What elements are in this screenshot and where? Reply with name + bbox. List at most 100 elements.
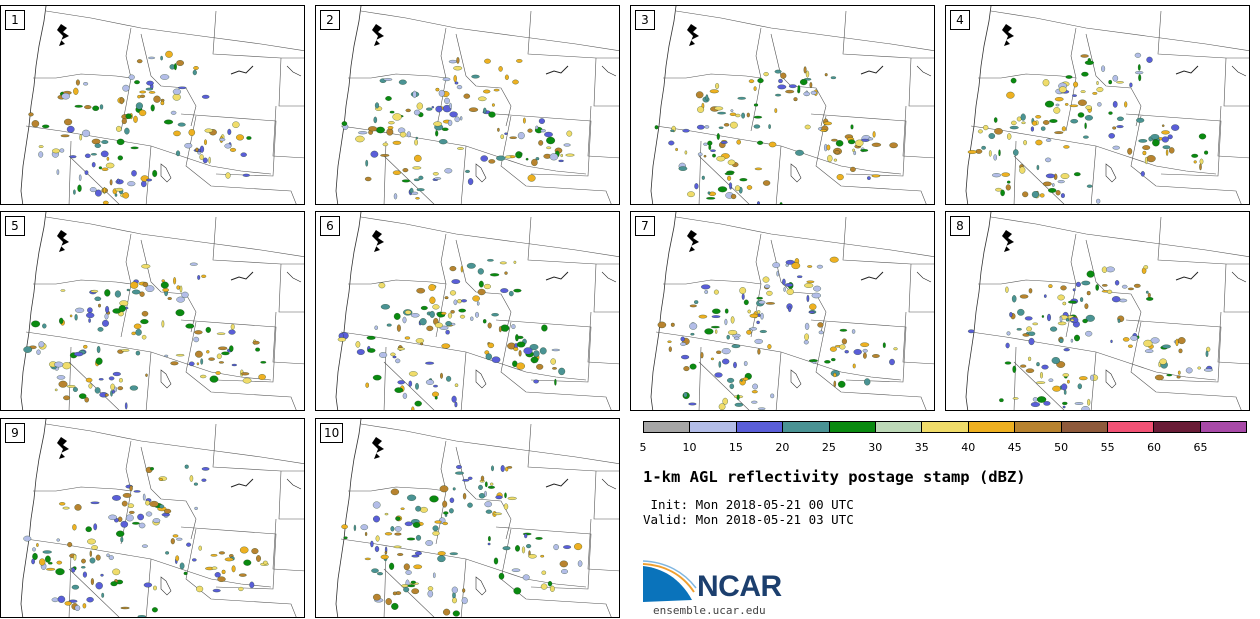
reflectivity-echo — [511, 568, 521, 572]
reflectivity-echo — [1161, 136, 1169, 143]
reflectivity-echo — [760, 312, 764, 320]
reflectivity-echo — [141, 310, 149, 317]
reflectivity-echo — [224, 143, 232, 149]
reflectivity-echo — [121, 118, 127, 125]
panel-number-label: 10 — [320, 423, 344, 443]
reflectivity-echo — [834, 150, 840, 155]
reflectivity-echo — [528, 554, 537, 559]
reflectivity-echo — [717, 186, 728, 193]
map-canvas — [965, 212, 1249, 410]
reflectivity-echo — [1019, 294, 1029, 299]
reflectivity-echo — [72, 524, 77, 531]
reflectivity-echo — [1041, 315, 1045, 318]
reflectivity-echo — [704, 125, 710, 129]
reflectivity-echo — [1058, 86, 1067, 93]
reflectivity-echo — [988, 150, 992, 157]
reflectivity-echo — [515, 545, 520, 552]
reflectivity-echo — [56, 169, 60, 175]
reflectivity-echo — [753, 103, 759, 107]
reflectivity-echo — [739, 178, 748, 182]
reflectivity-echo — [55, 568, 65, 576]
reflectivity-echo — [1049, 119, 1058, 123]
reflectivity-echo — [541, 324, 548, 332]
reflectivity-echo — [201, 478, 207, 482]
reflectivity-echo — [1096, 80, 1099, 86]
reflectivity-echo — [850, 166, 856, 172]
colorbar-segment — [1060, 422, 1107, 432]
reflectivity-echo — [975, 149, 983, 154]
reflectivity-echo — [668, 140, 675, 146]
reflectivity-echo — [1161, 130, 1170, 135]
reflectivity-echo — [1073, 81, 1079, 88]
reflectivity-echo — [999, 398, 1004, 403]
reflectivity-echo — [413, 564, 423, 570]
reflectivity-echo — [425, 540, 434, 546]
reflectivity-echo — [1044, 100, 1055, 108]
reflectivity-echo — [106, 553, 110, 558]
colorbar-tick-label: 10 — [682, 441, 697, 454]
reflectivity-echo — [228, 329, 236, 335]
reflectivity-echo — [477, 268, 484, 275]
reflectivity-echo — [1154, 374, 1164, 381]
reflectivity-echo — [668, 346, 672, 352]
reflectivity-echo — [179, 285, 183, 293]
reflectivity-echo — [1198, 133, 1207, 140]
reflectivity-echo — [759, 330, 767, 333]
reflectivity-echo — [505, 155, 512, 159]
reflectivity-echo — [450, 310, 455, 314]
reflectivity-echo — [129, 385, 139, 391]
reflectivity-echo — [852, 363, 856, 369]
reflectivity-echo — [1101, 65, 1106, 72]
reflectivity-echo — [478, 96, 487, 102]
reflectivity-echo — [1079, 376, 1088, 381]
reflectivity-echo — [805, 70, 810, 78]
reflectivity-echo — [73, 87, 79, 95]
reflectivity-echo — [1087, 398, 1091, 406]
reflectivity-echo — [1161, 344, 1171, 349]
reflectivity-echo — [392, 355, 397, 359]
reflectivity-echo — [184, 464, 189, 469]
reflectivity-echo — [786, 288, 794, 295]
reflectivity-echo — [353, 524, 357, 532]
reflectivity-echo — [527, 174, 536, 182]
reflectivity-echo — [793, 97, 798, 102]
reflectivity-echo — [102, 200, 109, 204]
reflectivity-echo — [811, 292, 821, 299]
reflectivity-echo — [491, 103, 495, 107]
reflectivity-echo — [763, 72, 769, 77]
reflectivity-echo — [164, 508, 172, 514]
reflectivity-echo — [707, 191, 711, 195]
reflectivity-echo — [425, 379, 435, 385]
reflectivity-echo — [201, 467, 210, 471]
reflectivity-echo — [120, 520, 129, 528]
reflectivity-echo — [374, 325, 378, 330]
reflectivity-echo — [1162, 145, 1171, 150]
reflectivity-echo — [175, 150, 181, 157]
reflectivity-echo — [445, 321, 452, 327]
colorbar-tick-label: 35 — [914, 441, 929, 454]
reflectivity-echo — [1070, 119, 1079, 124]
reflectivity-echo — [199, 145, 205, 153]
reflectivity-echo — [730, 109, 734, 112]
reflectivity-echo — [179, 562, 185, 570]
reflectivity-echo — [1062, 401, 1068, 405]
reflectivity-echo — [1086, 290, 1091, 296]
reflectivity-echo — [1017, 308, 1025, 316]
reflectivity-echo — [498, 66, 503, 72]
colorbar-tick-label: 50 — [1054, 441, 1069, 454]
reflectivity-echo — [433, 121, 442, 127]
reflectivity-echo — [60, 289, 66, 292]
map-panel-7: 7 — [630, 211, 935, 411]
reflectivity-echo — [737, 96, 746, 100]
reflectivity-echo — [523, 347, 533, 355]
reflectivity-echo — [538, 140, 544, 146]
reflectivity-echo — [1161, 124, 1165, 127]
reflectivity-echo — [435, 130, 439, 137]
reflectivity-echo — [1063, 348, 1070, 352]
reflectivity-echo — [108, 555, 114, 560]
reflectivity-echo — [397, 380, 405, 385]
reflectivity-echo — [1102, 284, 1108, 287]
reflectivity-echo — [727, 175, 732, 181]
reflectivity-echo — [889, 358, 895, 366]
reflectivity-echo — [114, 290, 121, 298]
